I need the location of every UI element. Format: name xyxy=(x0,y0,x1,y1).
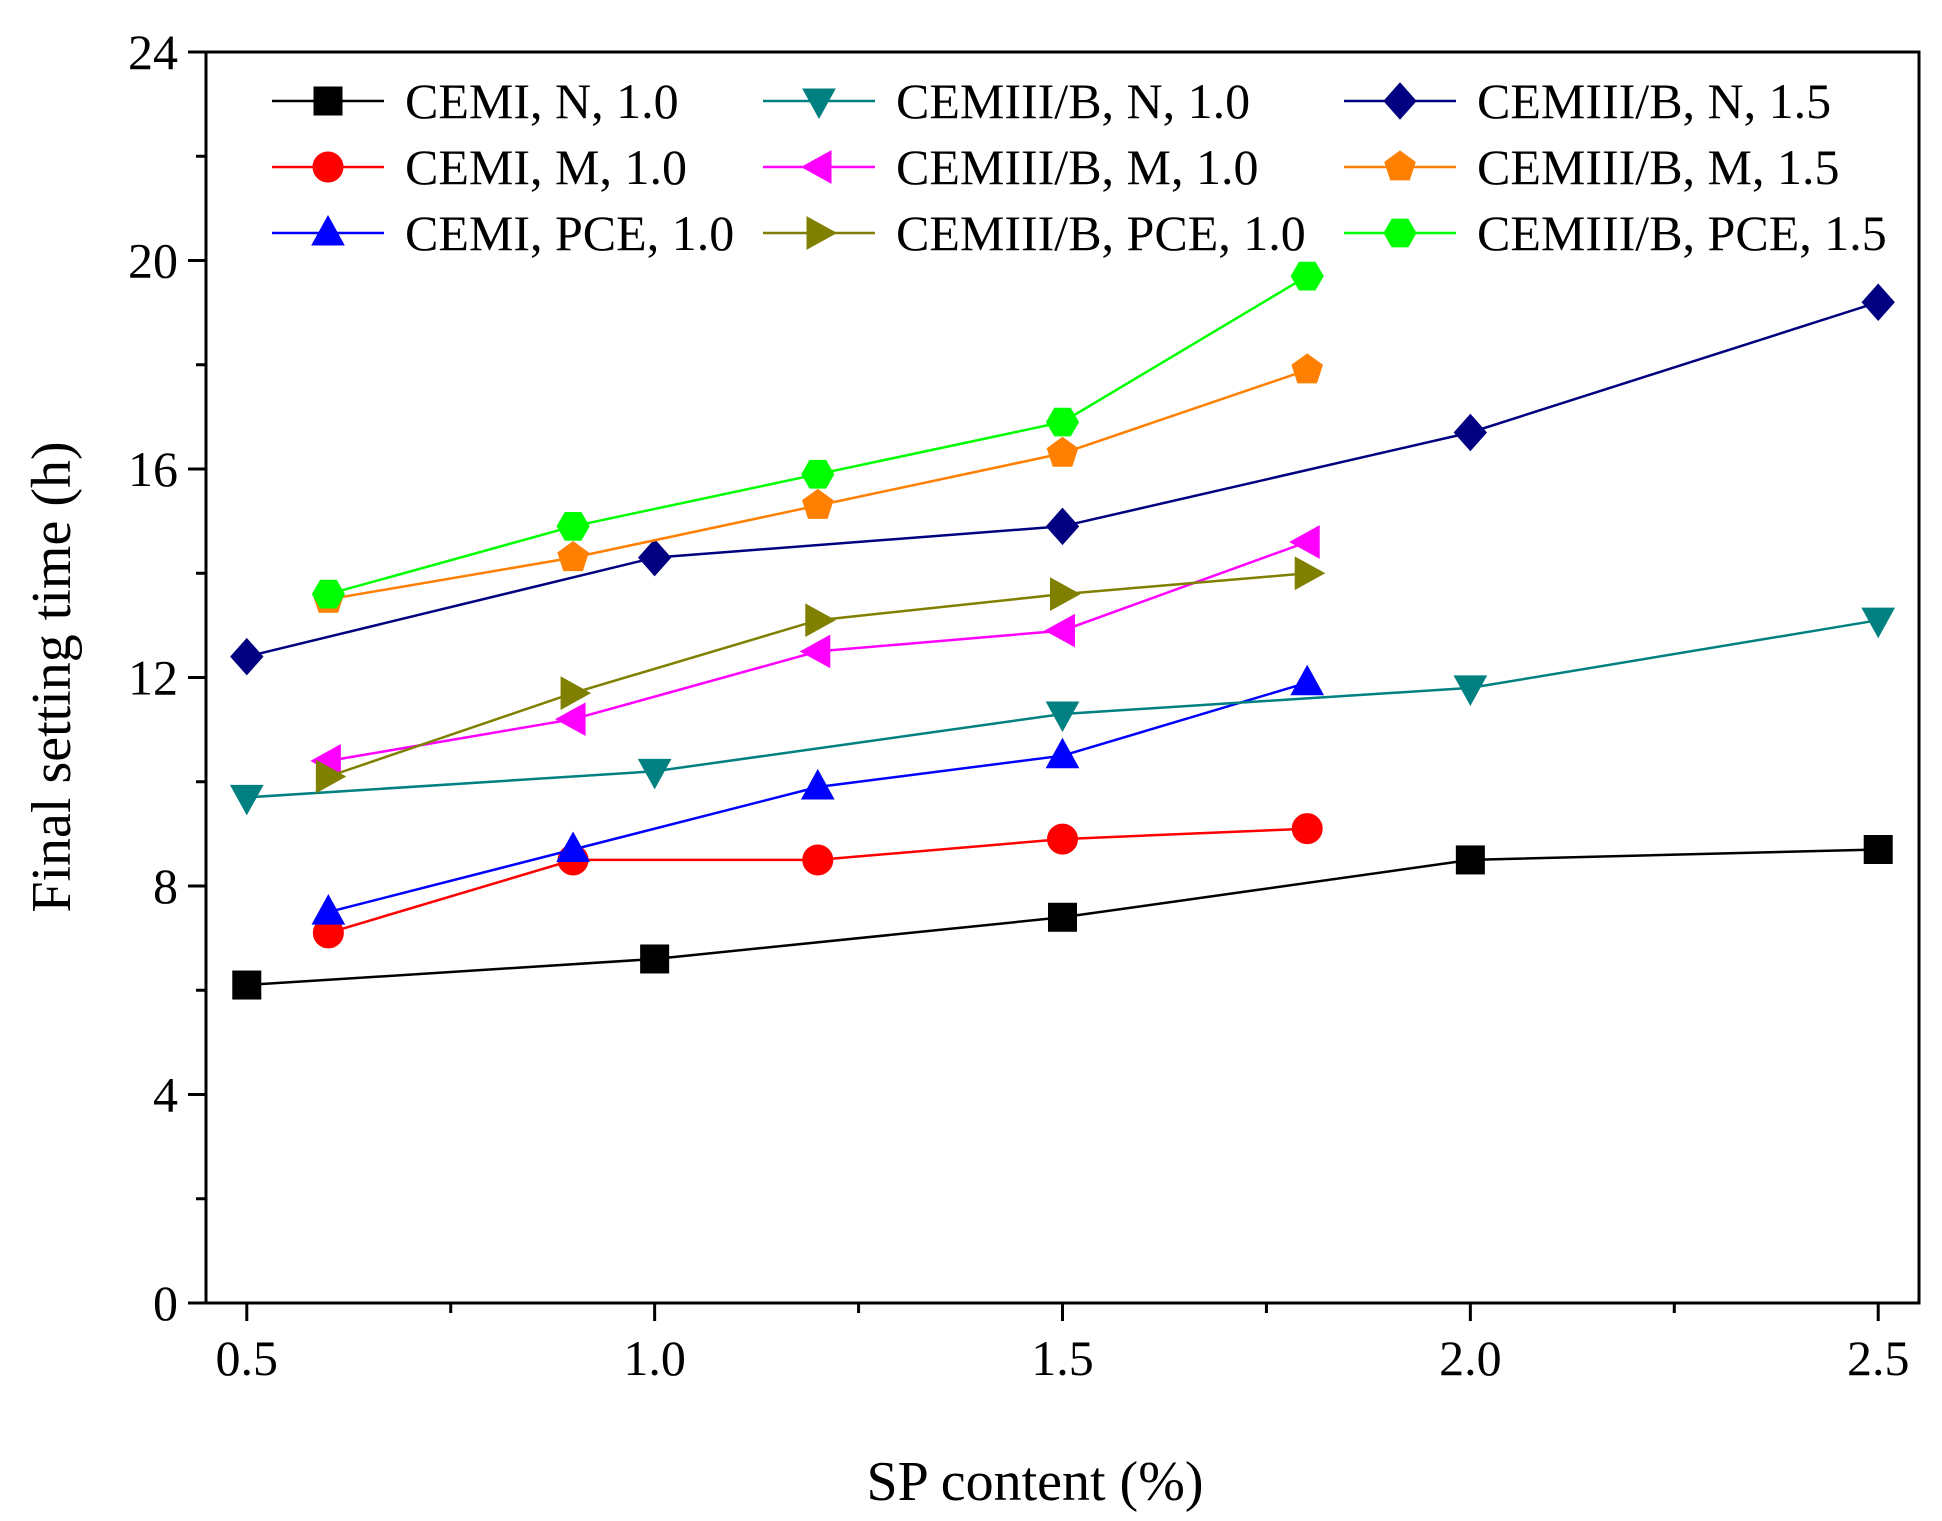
data-point xyxy=(1045,407,1080,437)
data-point xyxy=(1044,613,1075,648)
series-4 xyxy=(229,607,1896,816)
legend-item: CEMIII/B, N, 1.5 xyxy=(1344,73,1831,129)
y-axis-ticks: 0 4 8 12 16 20 24 xyxy=(128,24,206,1331)
data-point xyxy=(637,538,672,577)
x-axis-ticks: 0.5 1.0 1.5 2.0 2.5 xyxy=(216,1303,1910,1386)
y-tick-label: 24 xyxy=(128,24,178,80)
data-point xyxy=(640,944,670,974)
data-point xyxy=(1453,675,1488,706)
legend-marker xyxy=(312,151,344,183)
legend-item: CEMI, N, 1.0 xyxy=(272,73,679,129)
legend-marker xyxy=(1383,218,1417,248)
legend-label: CEMIII/B, M, 1.0 xyxy=(896,139,1259,195)
data-point xyxy=(311,894,346,925)
series-9 xyxy=(311,261,1324,609)
y-tick-label: 8 xyxy=(153,858,178,914)
data-point xyxy=(560,676,592,710)
x-tick-label: 2.5 xyxy=(1847,1330,1910,1386)
data-point xyxy=(1455,845,1485,875)
data-point xyxy=(1050,577,1081,611)
legend-item: CEMIII/B, PCE, 1.5 xyxy=(1344,205,1887,261)
data-point xyxy=(799,634,831,669)
legend-marker xyxy=(800,150,832,184)
data-point xyxy=(637,758,672,790)
data-point xyxy=(800,768,835,800)
series-line xyxy=(327,572,1308,778)
data-point xyxy=(802,488,834,519)
legend-label: CEMIII/B, M, 1.5 xyxy=(1477,139,1840,195)
data-point xyxy=(1048,902,1077,932)
series-layer xyxy=(229,261,1896,1000)
data-point xyxy=(556,512,590,541)
series-line xyxy=(328,275,1308,596)
legend-label: CEMIII/B, N, 1.0 xyxy=(896,73,1250,129)
data-point xyxy=(1045,737,1080,769)
data-point xyxy=(315,759,347,794)
data-point xyxy=(1290,261,1324,291)
legend: CEMI, N, 1.0 CEMI, M, 1.0 CEMI, PCE, 1.0 CE… xyxy=(272,73,1887,261)
legend-marker xyxy=(313,86,343,116)
data-point xyxy=(1290,664,1325,696)
data-point xyxy=(311,579,345,609)
data-point xyxy=(230,637,264,676)
data-point xyxy=(229,784,264,816)
y-tick-label: 4 xyxy=(153,1067,178,1123)
data-point xyxy=(802,844,834,876)
y-tick-label: 12 xyxy=(128,650,178,706)
legend-marker xyxy=(806,216,838,250)
data-point xyxy=(801,459,835,489)
legend-item: CEMI, M, 1.0 xyxy=(272,139,687,195)
legend-label: CEMIII/B, N, 1.5 xyxy=(1477,73,1831,129)
data-point xyxy=(232,970,262,1000)
y-tick-label: 20 xyxy=(128,233,178,289)
legend-item: CEMIII/B, M, 1.0 xyxy=(763,139,1259,195)
legend-marker xyxy=(1383,82,1417,120)
data-point xyxy=(1291,813,1323,845)
series-6 xyxy=(315,556,1326,794)
data-point xyxy=(1453,413,1488,452)
data-point xyxy=(1289,525,1320,559)
legend-item: CEMIII/B, N, 1.0 xyxy=(763,73,1250,129)
y-axis-title: Final setting time (h) xyxy=(21,441,83,912)
x-tick-label: 1.5 xyxy=(1031,1330,1094,1386)
data-point xyxy=(1045,701,1080,733)
legend-item: CEMIII/B, M, 1.5 xyxy=(1344,139,1840,195)
data-point xyxy=(1294,556,1326,591)
legend-item: CEMI, PCE, 1.0 xyxy=(272,205,734,261)
legend-label: CEMI, M, 1.0 xyxy=(405,139,687,195)
legend-label: CEMI, PCE, 1.0 xyxy=(405,205,734,261)
data-point xyxy=(1291,353,1323,384)
series-line xyxy=(328,827,1308,935)
series-5 xyxy=(310,525,1320,778)
legend-label: CEMI, N, 1.0 xyxy=(405,73,679,129)
legend-label: CEMIII/B, PCE, 1.0 xyxy=(896,205,1306,261)
y-tick-label: 0 xyxy=(153,1275,178,1331)
legend-marker xyxy=(311,214,345,246)
y-tick-label: 16 xyxy=(128,441,178,497)
legend-marker xyxy=(802,88,836,120)
data-point xyxy=(557,540,589,572)
data-point xyxy=(1045,507,1080,546)
series-3 xyxy=(311,664,1325,925)
series-7 xyxy=(230,283,1895,676)
data-point xyxy=(805,603,836,638)
series-2 xyxy=(312,813,1323,949)
series-8 xyxy=(312,353,1323,613)
data-point xyxy=(1863,835,1893,865)
data-point xyxy=(1861,283,1895,321)
data-point xyxy=(1046,436,1079,467)
data-point xyxy=(1047,823,1078,855)
series-1 xyxy=(232,835,1893,1000)
x-axis-title: SP content (%) xyxy=(867,1451,1204,1513)
legend-marker xyxy=(1384,150,1416,181)
legend-item: CEMIII/B, PCE, 1.0 xyxy=(763,205,1306,261)
x-tick-label: 2.0 xyxy=(1439,1330,1502,1386)
x-tick-label: 0.5 xyxy=(216,1330,279,1386)
x-tick-label: 1.0 xyxy=(623,1330,686,1386)
data-point xyxy=(556,831,590,863)
data-point xyxy=(555,702,586,737)
data-point xyxy=(1861,607,1896,639)
legend-label: CEMIII/B, PCE, 1.5 xyxy=(1477,205,1887,261)
